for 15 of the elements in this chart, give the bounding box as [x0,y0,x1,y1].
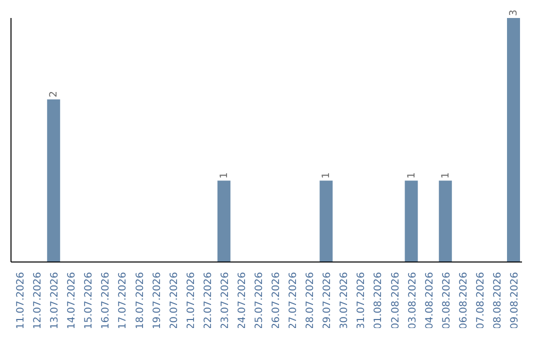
x-tick-label: 18.07.2026 [134,272,146,330]
data-label: 2 [48,90,60,98]
x-tick-label: 14.07.2026 [66,272,78,330]
x-tick-label: 16.07.2026 [100,272,112,330]
data-label: 3 [508,10,520,16]
x-tick-label: 13.07.2026 [50,272,61,330]
x-tick-label: 12.07.2026 [32,272,44,330]
x-tick-label: 19.07.2026 [152,272,163,330]
data-label: 1 [321,172,332,179]
x-tick-label: 11.07.2026 [16,272,27,330]
data-label: 1 [218,172,230,179]
data-label: 1 [406,172,418,179]
data-label: 1 [440,172,452,179]
x-tick-label: 17.07.2026 [118,272,129,330]
x-tick-label: 15.07.2026 [84,272,95,330]
